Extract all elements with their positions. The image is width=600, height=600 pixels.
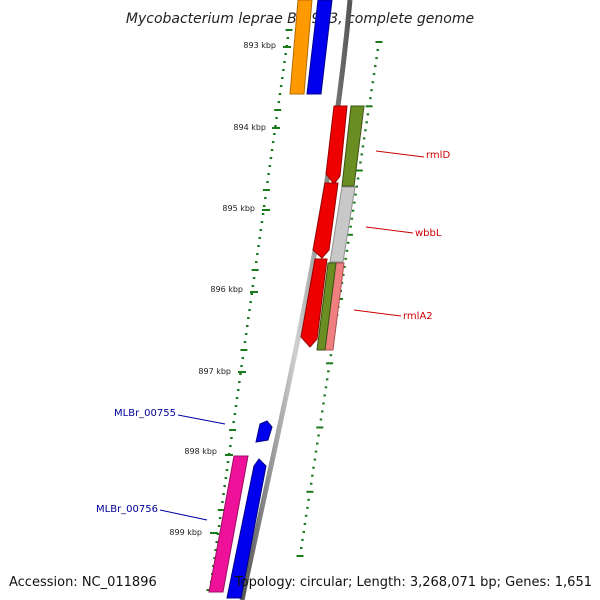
kbp-label-897: 897 kbp [198, 367, 231, 376]
kbp-label-899: 899 kbp [169, 528, 202, 537]
label-wbbL[interactable]: wbbL [415, 228, 442, 239]
label-rmlD[interactable]: rmlD [426, 150, 450, 161]
kbp-label-896: 896 kbp [210, 285, 243, 294]
leader-MLBr_00756 [159, 509, 208, 521]
kbp-label-895: 895 kbp [222, 204, 255, 213]
leader-MLBr_00755 [177, 414, 226, 425]
gene-red-1[interactable] [325, 105, 348, 185]
leader-rmlD [375, 150, 425, 158]
gene-orange[interactable] [289, 0, 313, 95]
kbp-label-893: 893 kbp [243, 41, 276, 50]
gene-red-3[interactable] [300, 258, 328, 348]
gene-blue-bottom[interactable] [226, 458, 267, 599]
gene-red-2[interactable] [312, 182, 339, 259]
gene-olive-small[interactable] [316, 262, 337, 351]
label-rmlA2[interactable]: rmlA2 [403, 311, 433, 322]
label-MLBr_00756[interactable]: MLBr_00756 [96, 504, 158, 515]
gene-MLBr_00755[interactable] [255, 420, 273, 443]
topology-text: Topology: circular; Length: 3,268,071 bp… [234, 575, 592, 590]
gene-wbbL[interactable] [329, 186, 356, 263]
kbp-label-894: 894 kbp [233, 123, 266, 132]
leader-wbbL [365, 226, 414, 234]
accession-text: Accession: NC_011896 [9, 575, 157, 590]
gene-rmlD[interactable] [341, 105, 365, 187]
label-MLBr_00755[interactable]: MLBr_00755 [114, 408, 176, 419]
kbp-label-898: 898 kbp [184, 447, 217, 456]
genome-backbone [239, 0, 353, 600]
gene-magenta[interactable] [208, 455, 249, 593]
gene-blue-top[interactable] [306, 0, 333, 95]
leader-rmlA2 [353, 309, 402, 317]
kbp-scale: 893 kbp 894 kbp 895 kbp 896 kbp 897 kbp … [169, 41, 291, 537]
